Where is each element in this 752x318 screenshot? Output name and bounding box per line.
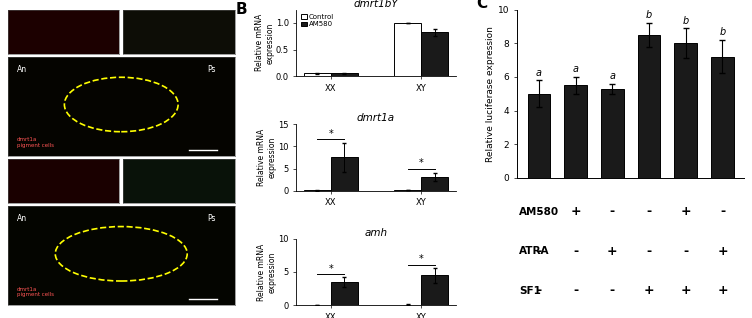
Y-axis label: Relative luciferase expression: Relative luciferase expression — [486, 26, 495, 162]
Text: -: - — [610, 284, 615, 297]
Text: An: An — [17, 214, 27, 223]
Text: +: + — [681, 284, 691, 297]
Text: dmrt1a
pigment cells: dmrt1a pigment cells — [17, 287, 53, 297]
Text: a: a — [573, 64, 579, 74]
Text: -: - — [536, 205, 541, 218]
Text: +: + — [717, 245, 728, 258]
Bar — [331, 157, 358, 191]
Y-axis label: Relative mRNA
expression: Relative mRNA expression — [257, 129, 277, 186]
Text: b: b — [646, 10, 652, 20]
Text: b: b — [683, 16, 689, 25]
Bar — [304, 73, 331, 76]
Text: *: * — [329, 128, 333, 139]
Bar — [331, 282, 358, 305]
Title: dmrt1a: dmrt1a — [357, 113, 395, 123]
Text: dmrt1a
pigment cells: dmrt1a pigment cells — [17, 137, 53, 148]
Bar — [564, 85, 587, 178]
Text: -: - — [684, 245, 688, 258]
Text: *: * — [419, 254, 423, 264]
Y-axis label: Relative mRNA
expression: Relative mRNA expression — [255, 14, 274, 72]
Text: -: - — [573, 284, 578, 297]
Bar — [601, 89, 623, 178]
Title: dmrt1bY: dmrt1bY — [353, 0, 399, 9]
Text: AM580: AM580 — [519, 206, 559, 217]
Text: +: + — [644, 284, 654, 297]
Bar — [421, 275, 448, 305]
Text: An: An — [17, 65, 27, 74]
Text: Ps: Ps — [208, 65, 216, 74]
Bar — [421, 32, 448, 76]
Text: C: C — [476, 0, 487, 11]
Text: b: b — [720, 27, 726, 37]
Text: ATRA: ATRA — [519, 246, 550, 256]
Bar — [675, 43, 697, 178]
Bar — [638, 35, 660, 178]
Text: +: + — [607, 245, 617, 258]
Bar — [394, 190, 421, 191]
Bar — [331, 73, 358, 76]
Text: a: a — [536, 68, 542, 78]
Text: -: - — [536, 284, 541, 297]
Text: -: - — [610, 205, 615, 218]
Text: -: - — [536, 245, 541, 258]
Text: +: + — [717, 284, 728, 297]
Legend: Control, AM580: Control, AM580 — [300, 13, 335, 28]
Text: -: - — [647, 205, 652, 218]
Text: SF1: SF1 — [519, 286, 541, 296]
Bar — [711, 57, 734, 178]
Text: B: B — [236, 2, 247, 17]
Text: -: - — [647, 245, 652, 258]
Bar — [421, 176, 448, 191]
Text: +: + — [681, 205, 691, 218]
Y-axis label: Relative mRNA
expression: Relative mRNA expression — [257, 243, 277, 301]
Text: *: * — [419, 158, 423, 168]
Text: +: + — [571, 205, 581, 218]
Text: a: a — [609, 71, 615, 81]
Title: amh: amh — [365, 228, 387, 238]
Text: Ps: Ps — [208, 214, 216, 223]
Text: *: * — [329, 264, 333, 273]
Bar — [528, 94, 550, 178]
Text: -: - — [573, 245, 578, 258]
Text: -: - — [720, 205, 725, 218]
Bar — [394, 23, 421, 76]
